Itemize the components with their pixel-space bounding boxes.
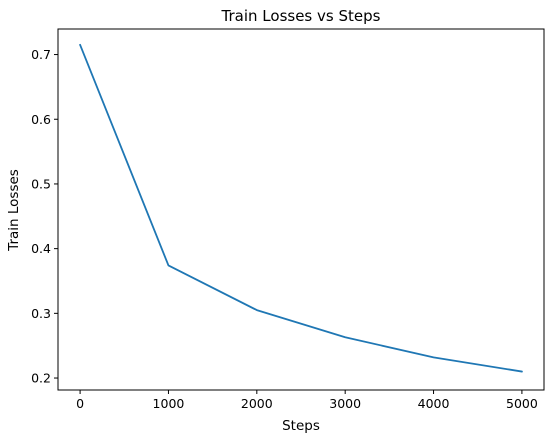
chart-title: Train Losses vs Steps — [221, 7, 381, 25]
plot-frame — [57, 28, 545, 391]
x-axis: 0 1000 2000 3000 4000 5000 — [76, 390, 538, 411]
y-tick-label: 0.4 — [31, 241, 51, 256]
plot-area — [79, 43, 523, 373]
y-tick-label: 0.3 — [31, 306, 51, 321]
x-tick-label: 5000 — [506, 396, 538, 411]
x-axis-label: Steps — [282, 418, 320, 434]
y-tick-label: 0.7 — [31, 47, 51, 62]
series-line — [79, 43, 523, 373]
x-tick-label: 0 — [76, 396, 84, 411]
y-tick-label: 0.2 — [31, 371, 51, 386]
x-tick-label: 2000 — [241, 396, 273, 411]
y-axis: 0.2 0.3 0.4 0.5 0.6 0.7 — [31, 47, 58, 386]
x-tick-label: 3000 — [329, 396, 361, 411]
x-tick-label: 1000 — [153, 396, 185, 411]
y-axis-label: Train Losses — [6, 169, 22, 252]
y-tick-label: 0.5 — [31, 176, 51, 191]
y-tick-label: 0.6 — [31, 112, 51, 127]
x-tick-label: 4000 — [418, 396, 450, 411]
